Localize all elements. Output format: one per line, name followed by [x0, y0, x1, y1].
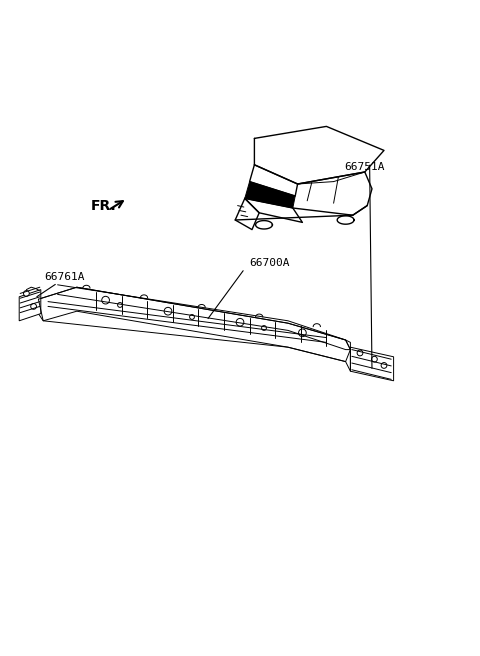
- Circle shape: [236, 318, 244, 326]
- Circle shape: [262, 325, 266, 331]
- Polygon shape: [19, 289, 41, 321]
- Text: 66761A: 66761A: [45, 272, 85, 282]
- Circle shape: [164, 308, 172, 315]
- Polygon shape: [38, 287, 350, 361]
- Polygon shape: [245, 182, 295, 208]
- Circle shape: [24, 291, 29, 297]
- Text: FR.: FR.: [91, 199, 117, 213]
- Circle shape: [357, 350, 363, 356]
- Text: 66751A: 66751A: [345, 163, 385, 173]
- Circle shape: [31, 304, 36, 309]
- Circle shape: [381, 363, 387, 368]
- Circle shape: [118, 302, 122, 308]
- Circle shape: [190, 315, 194, 319]
- Circle shape: [102, 297, 109, 304]
- Text: 66700A: 66700A: [250, 258, 290, 268]
- Circle shape: [299, 329, 306, 337]
- Polygon shape: [350, 347, 394, 380]
- Circle shape: [372, 356, 377, 362]
